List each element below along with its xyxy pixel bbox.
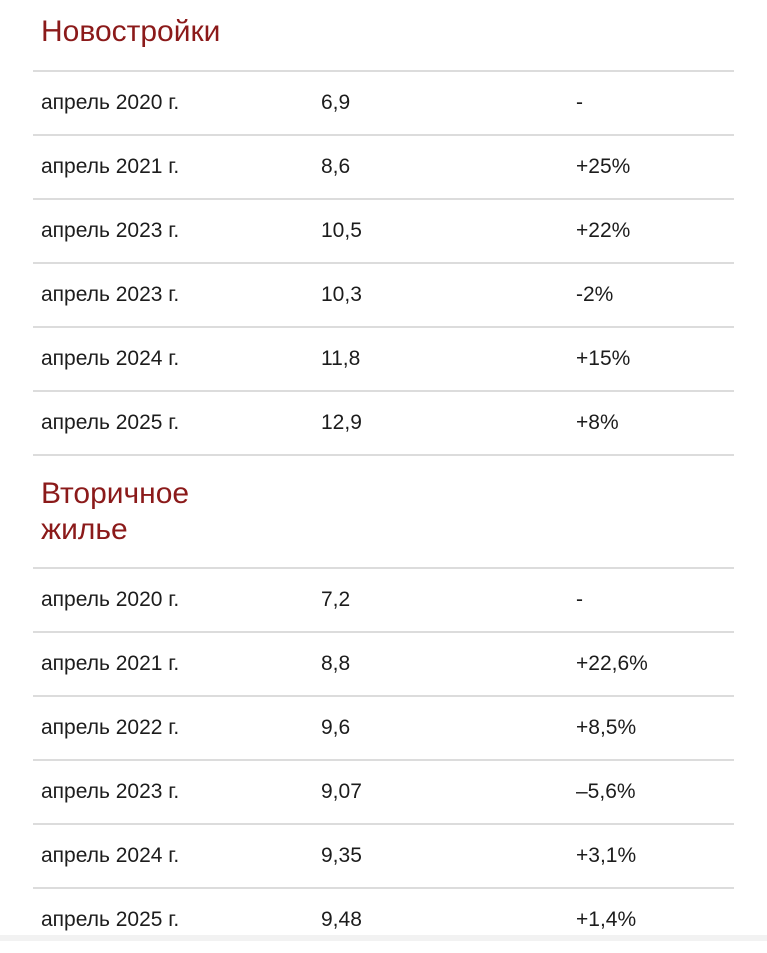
row-value: 6,9 [321, 91, 351, 114]
row-date: апрель 2024 г. [41, 844, 180, 867]
row-date: апрель 2023 г. [41, 219, 180, 242]
row-change: - [576, 588, 583, 611]
row-date: апрель 2025 г. [41, 411, 180, 434]
row-value: 11,8 [321, 347, 361, 370]
row-change: +15% [576, 347, 631, 370]
row-change: +3,1% [576, 844, 637, 867]
row-date: апрель 2021 г. [41, 652, 180, 675]
bottom-edge [0, 935, 767, 941]
row-change: +1,4% [576, 908, 637, 931]
table-row: апрель 2022 г. 9,6 +8,5% [33, 697, 734, 761]
row-date: апрель 2021 г. [41, 155, 180, 178]
row-change: -2% [576, 283, 614, 306]
section-title-new-buildings: Новостройки [33, 0, 734, 72]
row-value: 9,6 [321, 716, 351, 739]
table-row: апрель 2023 г. 9,07 –5,6% [33, 761, 734, 825]
row-change: +8,5% [576, 716, 637, 739]
row-change: +25% [576, 155, 631, 178]
table-row: апрель 2023 г. 10,3 -2% [33, 264, 734, 328]
row-change: –5,6% [576, 780, 636, 803]
row-value: 8,6 [321, 155, 351, 178]
row-date: апрель 2025 г. [41, 908, 180, 931]
row-value: 9,07 [321, 780, 362, 803]
row-date: апрель 2023 г. [41, 283, 180, 306]
section-title-secondary-housing: Вторичное жилье [33, 456, 734, 569]
row-value: 10,3 [321, 283, 362, 306]
row-date: апрель 2022 г. [41, 716, 180, 739]
row-value: 9,35 [321, 844, 362, 867]
row-value: 9,48 [321, 908, 362, 931]
row-date: апрель 2020 г. [41, 588, 180, 611]
row-value: 7,2 [321, 588, 351, 611]
row-value: 10,5 [321, 219, 362, 242]
table-row: апрель 2020 г. 7,2 - [33, 569, 734, 633]
table-row: апрель 2024 г. 11,8 +15% [33, 328, 734, 392]
table-row: апрель 2025 г. 9,48 +1,4% [33, 889, 734, 953]
table-row: апрель 2025 г. 12,9 +8% [33, 392, 734, 456]
row-date: апрель 2024 г. [41, 347, 180, 370]
row-date: апрель 2023 г. [41, 780, 180, 803]
table-row: апрель 2023 г. 10,5 +22% [33, 200, 734, 264]
row-change: - [576, 91, 583, 114]
row-value: 8,8 [321, 652, 351, 675]
row-date: апрель 2020 г. [41, 91, 180, 114]
row-value: 12,9 [321, 411, 362, 434]
table-row: апрель 2021 г. 8,6 +25% [33, 136, 734, 200]
table-row: апрель 2024 г. 9,35 +3,1% [33, 825, 734, 889]
price-table: Новостройки апрель 2020 г. 6,9 - апрель … [33, 0, 734, 953]
row-change: +22% [576, 219, 631, 242]
row-change: +8% [576, 411, 619, 434]
table-row: апрель 2020 г. 6,9 - [33, 72, 734, 136]
table-row: апрель 2021 г. 8,8 +22,6% [33, 633, 734, 697]
row-change: +22,6% [576, 652, 648, 675]
